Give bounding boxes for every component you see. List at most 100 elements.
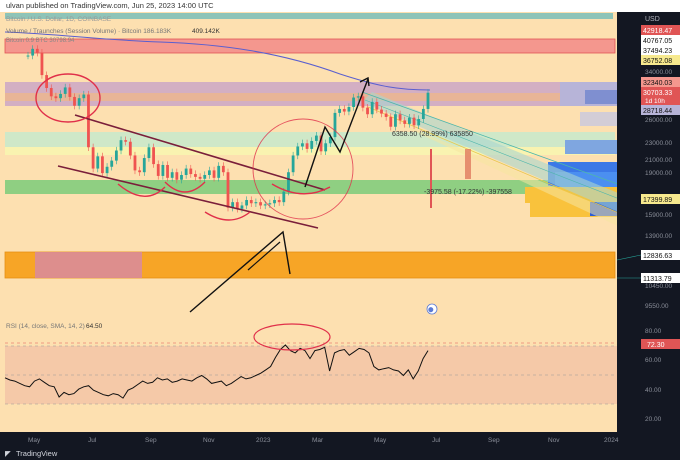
usd-label: USD	[645, 16, 660, 23]
svg-text:17399.89: 17399.89	[643, 197, 672, 204]
light-green-zone	[5, 132, 615, 147]
price-tag-9: 12836.63	[641, 250, 680, 260]
candle-body	[114, 150, 118, 161]
candle-body	[370, 101, 374, 115]
candle-body	[356, 96, 360, 98]
candle-body	[342, 108, 346, 112]
candle-body	[240, 205, 244, 209]
candle-body	[273, 200, 276, 204]
candle-body	[226, 172, 230, 208]
candle-body	[352, 97, 355, 107]
event-icon[interactable]	[426, 303, 438, 315]
tradingview-logo-icon: ◤	[5, 449, 11, 458]
rsi-line	[4, 344, 429, 399]
rsi-value: 64.50	[86, 323, 103, 330]
rsi-tick-label: 20.00	[645, 416, 662, 423]
symbol-line-3: Bitcoin 0.9 BTC 30798.94	[6, 38, 75, 44]
candle-body	[49, 88, 53, 97]
candle-body	[45, 75, 49, 89]
teal-band-top	[5, 13, 613, 19]
candle-body	[96, 156, 100, 169]
x-axis-label: Nov	[548, 437, 560, 444]
candle-body	[231, 202, 235, 208]
y-tick-label: 23000.00	[645, 140, 672, 147]
lower-trend-line	[57, 165, 319, 229]
candle-body	[54, 96, 58, 99]
candle-body	[26, 55, 30, 57]
candle-body	[421, 108, 425, 120]
candle-body	[184, 168, 188, 175]
candle-body	[333, 112, 337, 138]
price-tag-10: 11313.79	[641, 273, 680, 283]
orange-zone-top	[5, 93, 615, 101]
measure-down-label: -3975.58 (-17.22%) -397558	[424, 189, 512, 196]
candle-body	[412, 117, 416, 126]
candle-body	[35, 48, 39, 53]
candle-body	[254, 202, 258, 204]
candle-body	[105, 166, 109, 174]
y-tick-label: 15900.00	[645, 212, 672, 219]
price-tag-5: 32340.03	[641, 77, 680, 87]
candle-body	[142, 158, 146, 173]
candle-body	[73, 96, 76, 106]
candle-body	[198, 176, 202, 179]
candle-body	[194, 174, 197, 177]
svg-text:72.30: 72.30	[647, 342, 665, 349]
candle-body	[217, 165, 221, 178]
candle-body	[375, 101, 379, 110]
event-icon-glyph: ⬤	[428, 307, 434, 313]
candle-body	[347, 106, 351, 112]
rsi-tick-label: 80.00	[645, 328, 662, 335]
svg-text:32340.03: 32340.03	[643, 80, 672, 87]
candle-body	[161, 164, 165, 176]
price-tag-8: 17399.89	[641, 194, 680, 204]
candle-body	[310, 140, 314, 149]
symbol-line-1: Bitcoin / U.S. Dollar, 1D, COINBASE	[6, 16, 112, 23]
candle-body	[407, 117, 411, 124]
candle-body	[263, 204, 267, 206]
candle-body	[277, 200, 281, 203]
channel-line-bottom	[367, 106, 641, 223]
svg-text:36752.08: 36752.08	[643, 58, 672, 65]
x-axis-label: May	[28, 437, 41, 444]
candle-body	[301, 143, 304, 147]
candle-body	[235, 202, 239, 209]
x-axis-label: Nov	[203, 437, 215, 444]
candle-body	[296, 146, 300, 156]
svg-text:40767.05: 40767.05	[643, 38, 672, 45]
svg-text:28718.44: 28718.44	[643, 108, 672, 115]
candle-body	[324, 143, 328, 152]
price-tag-3: 37494.23	[641, 45, 680, 55]
candle-body	[398, 114, 402, 121]
candle-body	[189, 168, 193, 175]
pane-separator[interactable]	[0, 315, 617, 319]
price-tag-4: 36752.08	[641, 55, 680, 65]
candle-body	[338, 108, 342, 113]
x-axis-label: 2024	[604, 437, 619, 444]
price-chart[interactable]: 6358.50 (28.99%) 635850 -3975.58 (-17.22…	[0, 12, 680, 448]
yellow-band	[5, 147, 615, 155]
zigzag-arrow	[304, 78, 369, 188]
svg-text:30703.33: 30703.33	[643, 90, 672, 97]
candle-body	[319, 135, 323, 152]
rsi-current-tag: 72.30	[641, 339, 680, 349]
moving-average	[4, 31, 431, 91]
candle-body	[124, 140, 128, 142]
candle-body	[361, 96, 365, 108]
publish-info: ulvan published on TradingView.com, Jun …	[6, 1, 214, 10]
level-connector-1	[616, 254, 642, 261]
pink-box	[35, 252, 142, 278]
symbol-line-2: Volume / Traunches (Session Volume) · Bi…	[6, 28, 172, 35]
rise-fall-line	[189, 230, 291, 313]
y-tick-label: 21000.00	[645, 157, 672, 164]
channel-line-top	[361, 91, 641, 193]
zigzag-arrowhead	[359, 76, 370, 87]
descending-channel-lower	[362, 107, 640, 227]
red-zone	[4, 38, 616, 54]
svg-text:42918.47: 42918.47	[643, 28, 672, 35]
candle-body	[212, 170, 216, 178]
candle-body	[101, 156, 104, 174]
candle-body	[328, 137, 332, 144]
rsi-tick-label: 60.00	[645, 357, 662, 364]
